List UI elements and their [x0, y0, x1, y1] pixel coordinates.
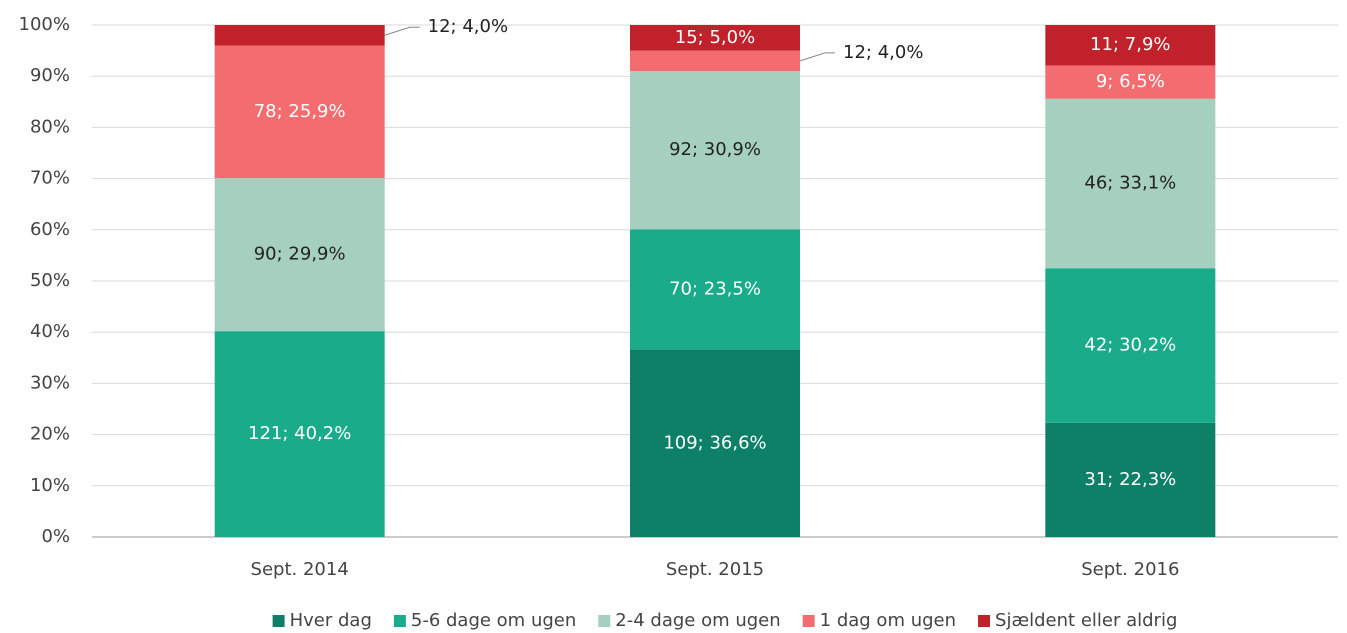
bar-segment	[1045, 65, 1216, 99]
x-tick-label: Sept. 2015	[666, 559, 764, 580]
y-tick-label: 20%	[30, 424, 70, 445]
legend-swatch	[802, 615, 815, 627]
y-tick-label: 100%	[19, 14, 70, 35]
legend-swatch	[598, 615, 611, 627]
legend-item: 1 dag om ugen	[802, 610, 956, 631]
y-tick-label: 80%	[30, 116, 70, 137]
data-label: 31; 22,3%	[1084, 469, 1176, 490]
bar-segment	[630, 25, 800, 51]
bar-segment	[214, 25, 385, 46]
legend-swatch	[272, 615, 285, 627]
bar-segment	[214, 45, 385, 179]
y-tick-label: 30%	[30, 372, 70, 393]
legend-item: 5-6 dage om ugen	[393, 610, 576, 631]
legend-swatch	[393, 615, 406, 627]
bar-segment	[630, 71, 800, 230]
legend-swatch	[978, 615, 991, 627]
legend-label: Sjældent eller aldrig	[995, 610, 1177, 631]
legend-label: 2-4 dage om ugen	[615, 610, 780, 631]
bar-segment	[1045, 98, 1216, 269]
leader-line	[384, 26, 420, 36]
y-tick-label: 90%	[30, 65, 70, 86]
data-label: 70; 23,5%	[669, 278, 761, 299]
bar-segment	[630, 50, 800, 72]
y-tick-label: 40%	[30, 321, 70, 342]
bar-segment	[630, 229, 800, 350]
y-tick-label: 0%	[41, 526, 70, 547]
bar-segment	[630, 349, 800, 537]
y-tick-label: 70%	[30, 168, 70, 189]
data-label: 78; 25,9%	[254, 101, 346, 122]
leader-line	[799, 52, 835, 62]
legend-item: Hver dag	[272, 610, 372, 631]
data-label: 12; 4,0%	[428, 16, 508, 37]
data-label: 92; 30,9%	[669, 139, 761, 160]
legend-item: Sjældent eller aldrig	[978, 610, 1177, 631]
data-label: 121; 40,2%	[248, 423, 351, 444]
y-tick-label: 10%	[30, 475, 70, 496]
y-tick-label: 50%	[30, 270, 70, 291]
legend-label: Hver dag	[290, 610, 372, 631]
data-label: 42; 30,2%	[1084, 335, 1176, 356]
bar-segment	[214, 178, 385, 332]
x-tick-label: Sept. 2014	[251, 559, 349, 580]
data-label: 46; 33,1%	[1084, 172, 1176, 193]
bar-segment	[1045, 268, 1216, 423]
bar-segment	[1045, 422, 1216, 537]
bar-segment	[1045, 25, 1216, 66]
bar-segment	[214, 331, 385, 537]
data-label: 15; 5,0%	[675, 27, 755, 48]
legend-label: 1 dag om ugen	[820, 610, 956, 631]
data-label: 12; 4,0%	[843, 42, 923, 63]
data-label: 9; 6,5%	[1096, 71, 1165, 92]
data-label: 11; 7,9%	[1090, 34, 1170, 55]
legend-item: 2-4 dage om ugen	[598, 610, 781, 631]
legend-label: 5-6 dage om ugen	[411, 610, 576, 631]
x-tick-label: Sept. 2016	[1081, 559, 1179, 580]
data-label: 90; 29,9%	[254, 244, 346, 265]
y-tick-label: 60%	[30, 219, 70, 240]
data-label: 109; 36,6%	[663, 432, 766, 453]
